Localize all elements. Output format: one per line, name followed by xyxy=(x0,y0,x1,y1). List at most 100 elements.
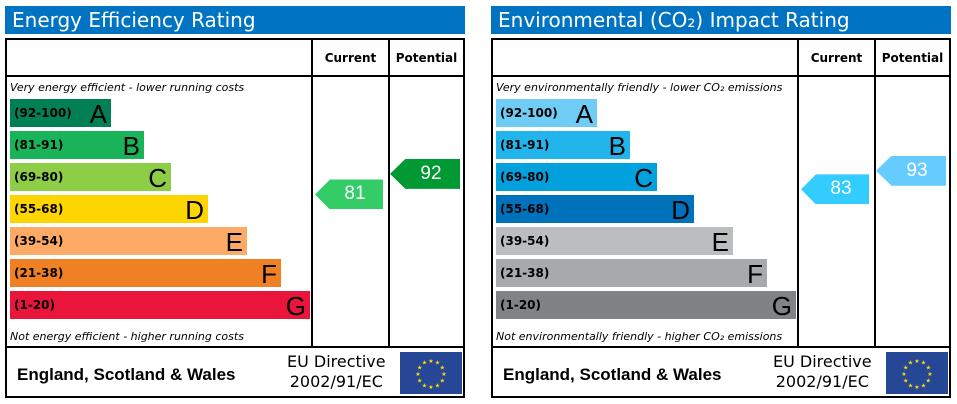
eu-star: ★ xyxy=(903,365,908,372)
band-c: (69-80) C xyxy=(10,163,171,193)
band-g: (1-20) G xyxy=(496,291,796,321)
column-header-potential: Potential xyxy=(881,51,944,65)
eu-star: ★ xyxy=(914,358,919,365)
band-b: (81-91) B xyxy=(496,131,630,161)
divider xyxy=(7,75,463,77)
band-letter: F xyxy=(261,259,277,289)
eu-directive: EU Directive 2002/91/EC xyxy=(773,352,872,392)
band-range: (55-68) xyxy=(500,202,550,216)
band-a: (92-100) A xyxy=(10,99,111,129)
band-range: (21-38) xyxy=(500,266,550,280)
eu-star: ★ xyxy=(926,378,931,385)
eu-star: ★ xyxy=(903,378,908,385)
divider xyxy=(311,40,313,348)
band-range: (1-20) xyxy=(14,298,55,312)
band-letter: E xyxy=(711,227,729,257)
eu-star: ★ xyxy=(926,365,931,372)
band-range: (55-68) xyxy=(14,202,64,216)
band-range: (81-91) xyxy=(14,138,64,152)
band-letter: C xyxy=(148,163,167,193)
band-letter: A xyxy=(575,99,593,129)
eu-star: ★ xyxy=(417,365,422,372)
eu-star: ★ xyxy=(921,382,926,389)
chart-title: Environmental (CO₂) Impact Rating xyxy=(491,6,951,34)
current-rating-arrow: 83 xyxy=(801,174,869,205)
eu-star: ★ xyxy=(914,384,919,391)
band-letter: D xyxy=(185,195,204,225)
environmental-impact-panel: Environmental (CO₂) Impact Rating Curren… xyxy=(491,0,953,404)
top-note: Very energy efficient - lower running co… xyxy=(10,81,245,94)
band-b: (81-91) B xyxy=(10,131,144,161)
directive-line1: EU Directive xyxy=(287,352,386,371)
band-letter: B xyxy=(608,131,626,161)
band-d: (55-68) D xyxy=(496,195,694,225)
rating-box: Current Potential Very energy efficient … xyxy=(5,38,465,398)
band-range: (92-100) xyxy=(500,106,558,120)
divider xyxy=(388,40,390,348)
band-g: (1-20) G xyxy=(10,291,310,321)
eu-star: ★ xyxy=(415,371,420,378)
directive-line1: EU Directive xyxy=(773,352,872,371)
eu-star: ★ xyxy=(440,365,445,372)
band-letter: E xyxy=(225,227,243,257)
eu-flag-icon: ★ ★ ★ ★ ★ ★ ★ ★ ★ ★ ★ ★ xyxy=(400,352,462,394)
band-range: (39-54) xyxy=(500,234,550,248)
band-d: (55-68) D xyxy=(10,195,208,225)
top-note: Very environmentally friendly - lower CO… xyxy=(496,81,783,94)
band-range: (1-20) xyxy=(500,298,541,312)
potential-rating-arrow: 92 xyxy=(390,158,460,189)
band-letter: G xyxy=(285,291,306,321)
region-label: England, Scotland & Wales xyxy=(503,365,722,384)
bottom-note: Not energy efficient - higher running co… xyxy=(10,330,244,343)
directive-line2: 2002/91/EC xyxy=(775,372,869,391)
potential-rating-arrow: 93 xyxy=(876,155,946,186)
eu-star: ★ xyxy=(435,382,440,389)
eu-star: ★ xyxy=(921,360,926,367)
band-range: (21-38) xyxy=(14,266,64,280)
column-header-potential: Potential xyxy=(395,51,458,65)
band-range: (81-91) xyxy=(500,138,550,152)
band-letter: F xyxy=(747,259,763,289)
band-f: (21-38) F xyxy=(10,259,281,289)
eu-flag-icon: ★ ★ ★ ★ ★ ★ ★ ★ ★ ★ ★ ★ xyxy=(886,352,948,394)
eu-star: ★ xyxy=(422,360,427,367)
bottom-note: Not environmentally friendly - higher CO… xyxy=(496,330,783,343)
region-label: England, Scotland & Wales xyxy=(17,365,236,384)
band-letter: A xyxy=(89,99,107,129)
band-range: (69-80) xyxy=(500,170,550,184)
band-e: (39-54) E xyxy=(10,227,247,257)
energy-efficiency-panel: Energy Efficiency Rating Current Potenti… xyxy=(5,0,467,404)
eu-star: ★ xyxy=(908,360,913,367)
band-letter: B xyxy=(122,131,140,161)
eu-directive: EU Directive 2002/91/EC xyxy=(287,352,386,392)
divider xyxy=(493,75,949,77)
eu-star: ★ xyxy=(435,360,440,367)
band-range: (92-100) xyxy=(14,106,72,120)
band-letter: C xyxy=(634,163,653,193)
eu-star: ★ xyxy=(428,384,433,391)
band-a: (92-100) A xyxy=(496,99,597,129)
column-header-current: Current xyxy=(810,51,863,65)
divider xyxy=(7,346,463,348)
eu-star: ★ xyxy=(441,371,446,378)
divider xyxy=(797,40,799,348)
eu-star: ★ xyxy=(908,382,913,389)
eu-star: ★ xyxy=(440,378,445,385)
column-header-current: Current xyxy=(324,51,377,65)
band-range: (39-54) xyxy=(14,234,64,248)
band-e: (39-54) E xyxy=(496,227,733,257)
rating-box: Current Potential Very environmentally f… xyxy=(491,38,951,398)
band-letter: G xyxy=(771,291,792,321)
divider xyxy=(874,40,876,348)
eu-star: ★ xyxy=(422,382,427,389)
band-letter: D xyxy=(671,195,690,225)
band-c: (69-80) C xyxy=(496,163,657,193)
divider xyxy=(493,346,949,348)
eu-star: ★ xyxy=(901,371,906,378)
band-f: (21-38) F xyxy=(496,259,767,289)
eu-star: ★ xyxy=(417,378,422,385)
eu-star: ★ xyxy=(428,358,433,365)
current-rating-arrow: 81 xyxy=(315,179,383,210)
eu-star: ★ xyxy=(927,371,932,378)
directive-line2: 2002/91/EC xyxy=(289,372,383,391)
